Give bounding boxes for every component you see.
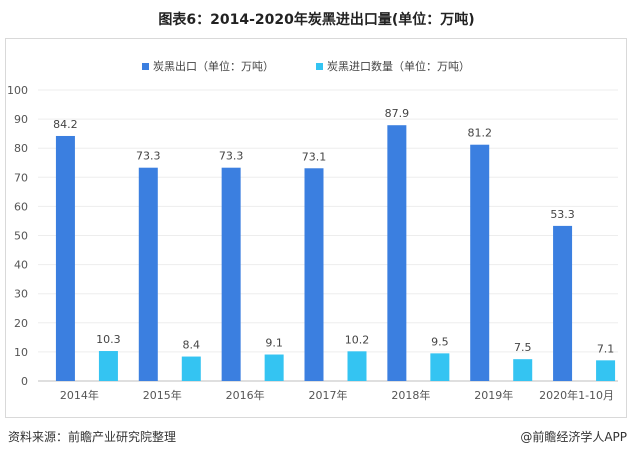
chart-frame xyxy=(5,38,627,418)
bar-series1 xyxy=(553,225,573,381)
y-tick-label: 0 xyxy=(21,375,28,388)
data-label-series1: 73.1 xyxy=(302,150,327,163)
data-label-series2: 8.4 xyxy=(183,339,201,352)
y-axis-ticks: 0 10 20 30 40 50 60 70 80 90 100 xyxy=(7,84,28,388)
x-tick-label: 2014年 xyxy=(60,388,99,402)
legend-swatch-series2 xyxy=(316,63,323,70)
data-label-series2: 9.5 xyxy=(431,335,449,348)
y-tick-label: 60 xyxy=(14,200,28,213)
bar-series1 xyxy=(221,167,241,381)
data-label-series1: 73.3 xyxy=(219,150,244,163)
x-tick-label: 2017年 xyxy=(309,388,348,402)
bar-series2 xyxy=(181,356,201,381)
bar-series1 xyxy=(138,167,158,381)
x-tick-label: 2019年 xyxy=(474,388,513,402)
data-label-series1: 81.2 xyxy=(467,127,492,140)
legend-label-series1: 炭黑出口（单位：万吨） xyxy=(153,59,274,73)
y-tick-label: 40 xyxy=(14,259,28,272)
bar-series2 xyxy=(513,359,533,381)
y-tick-label: 90 xyxy=(14,113,28,126)
legend-label-series2: 炭黑进口数量（单位：万吨） xyxy=(327,59,470,73)
data-label-series2: 10.3 xyxy=(96,333,121,346)
x-tick-label: 2020年1-10月 xyxy=(539,388,614,402)
x-tick-label: 2016年 xyxy=(226,388,265,402)
data-label-series1: 84.2 xyxy=(53,118,78,131)
x-tick-label: 2015年 xyxy=(143,388,182,402)
bar-series2 xyxy=(596,360,616,381)
data-label-series2: 7.5 xyxy=(514,341,532,354)
bar-series2 xyxy=(98,351,118,381)
y-tick-label: 100 xyxy=(7,84,28,97)
legend-swatch-series1 xyxy=(142,63,149,70)
bar-series1 xyxy=(387,125,407,381)
bar-series1 xyxy=(304,168,324,381)
bar-series2 xyxy=(430,353,450,381)
brand-credit: @前瞻经济学人APP xyxy=(520,430,627,444)
y-tick-label: 10 xyxy=(14,346,28,359)
bar-series2 xyxy=(264,354,284,381)
x-axis-ticks: 2014年 2015年 2016年 2017年 2018年 2019年 2020年1-10月 xyxy=(60,388,614,402)
legend: 炭黑出口（单位：万吨） 炭黑进口数量（单位：万吨） xyxy=(142,59,470,73)
data-label-series1: 87.9 xyxy=(385,107,410,120)
data-labels: 84.2 10.3 73.3 8.4 73.3 9.1 73.1 10.2 87.9 9.5 81.… xyxy=(53,107,614,355)
data-label-series2: 9.1 xyxy=(265,337,283,350)
bar-series2 xyxy=(347,351,367,381)
source-note: 资料来源：前瞻产业研究院整理 xyxy=(8,430,177,444)
y-tick-label: 20 xyxy=(14,317,28,330)
y-tick-label: 70 xyxy=(14,171,28,184)
y-tick-label: 50 xyxy=(14,230,28,243)
data-label-series1: 73.3 xyxy=(136,150,161,163)
data-label-series2: 7.1 xyxy=(597,342,615,355)
gridlines xyxy=(38,89,618,382)
chart-title: 图表6：2014-2020年炭黑进出口量(单位：万吨) xyxy=(158,12,475,28)
x-tick-label: 2018年 xyxy=(391,388,430,402)
bar-series1 xyxy=(55,135,75,381)
y-tick-label: 80 xyxy=(14,142,28,155)
data-label-series1: 53.3 xyxy=(550,208,575,221)
data-label-series2: 10.2 xyxy=(345,333,370,346)
bar-series1 xyxy=(470,144,490,381)
y-tick-label: 30 xyxy=(14,288,28,301)
bars xyxy=(55,125,616,381)
